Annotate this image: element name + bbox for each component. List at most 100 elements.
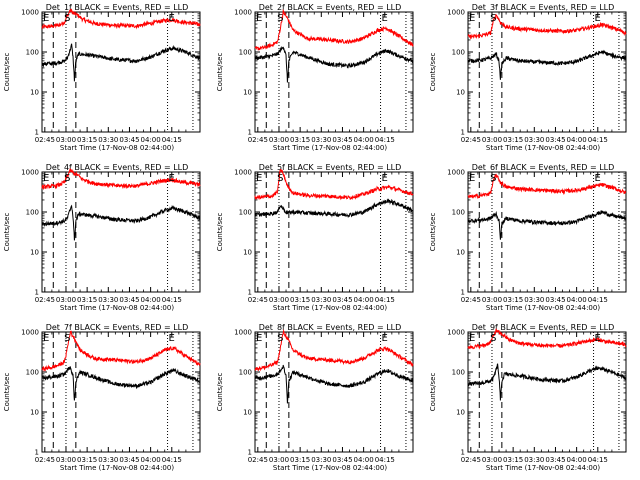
x-tick-label: 03:30: [98, 296, 118, 304]
event-marker-label: E: [43, 13, 49, 24]
plot-frame: [467, 331, 627, 453]
panel-det-8f: Det_8f BLACK = Events, RED = LLD Start T…: [216, 323, 414, 472]
y-tick-label: 1: [461, 129, 465, 137]
x-tick-label: 03:45: [119, 456, 139, 464]
y-axis-label: Counts/sec: [3, 213, 11, 252]
y-tick-label: 1000: [234, 169, 252, 177]
x-tick-label: 03:00: [269, 296, 289, 304]
y-axis-label: Counts/sec: [3, 53, 11, 92]
chart-title: Det_5f BLACK = Events, RED = LLD: [259, 163, 402, 172]
x-tick-label: 04:15: [588, 456, 608, 464]
x-axis-label: Start Time (17-Nov-08 02:44:00): [273, 144, 387, 152]
plot-frame: [254, 11, 414, 133]
event-marker-label: E: [256, 173, 262, 184]
panel-det-9f: Det_9f BLACK = Events, RED = LLD Start T…: [429, 323, 627, 472]
x-tick-label: 03:30: [311, 296, 331, 304]
x-tick-label: 04:00: [354, 456, 374, 464]
event-marker-label: E: [469, 333, 475, 344]
chart-title: Det_9f BLACK = Events, RED = LLD: [472, 323, 615, 332]
event-marker-label: E: [169, 333, 175, 344]
x-tick-label: 03:15: [290, 136, 310, 144]
chart-title: Det_6f BLACK = Events, RED = LLD: [472, 163, 615, 172]
x-axis-label: Start Time (17-Nov-08 02:44:00): [60, 144, 174, 152]
event-marker-label: S: [490, 173, 496, 184]
y-tick-label: 1000: [447, 329, 465, 337]
panel-det-4f: Det_4f BLACK = Events, RED = LLD Start T…: [3, 163, 201, 312]
panel-plot: 1 10 100 1000 02:45 03:00 03:15 03:30 03:45 04:00…: [21, 329, 201, 464]
y-axis-label: Counts/sec: [216, 213, 224, 252]
panel-plot: 1 10 100 1000 02:45 03:00 03:15 03:30 03:45 04:00…: [447, 9, 627, 144]
x-tick-label: 03:30: [524, 456, 544, 464]
panel-plot: 1 10 100 1000 02:45 03:00 03:15 03:30 03:45 04:00…: [234, 168, 414, 304]
y-tick-label: 100: [452, 209, 465, 217]
series-events-line: [41, 366, 201, 401]
x-tick-label: 04:00: [567, 456, 587, 464]
panel-det-3f: Det_3f BLACK = Events, RED = LLD Start T…: [429, 3, 627, 152]
series-lld-line: [41, 330, 201, 372]
y-tick-label: 10: [456, 89, 465, 97]
y-tick-label: 1000: [21, 169, 39, 177]
y-tick-label: 10: [243, 409, 252, 417]
series-lld-line: [467, 328, 627, 350]
plot-frame: [41, 331, 201, 453]
event-marker-label: S: [277, 173, 283, 184]
x-tick-label: 04:00: [141, 456, 161, 464]
panel-plot: 1 10 100 1000 02:45 03:00 03:15 03:30 03:45 04:00…: [21, 8, 201, 144]
series-lld-line: [41, 168, 201, 191]
x-tick-label: 03:30: [98, 136, 118, 144]
x-tick-label: 03:00: [56, 456, 76, 464]
x-tick-label: 03:00: [269, 456, 289, 464]
series-events-line: [254, 46, 414, 83]
event-marker-label: S: [277, 333, 283, 344]
x-tick-label: 03:15: [503, 136, 523, 144]
x-tick-label: 03:30: [311, 456, 331, 464]
event-marker-label: E: [595, 333, 601, 344]
panel-plot: 1 10 100 1000 02:45 03:00 03:15 03:30 03:45 04:00…: [447, 328, 627, 464]
series-lld-line: [41, 8, 201, 30]
x-tick-label: 03:00: [482, 296, 502, 304]
y-tick-label: 1: [248, 449, 252, 457]
x-tick-label: 04:15: [162, 136, 182, 144]
y-tick-label: 100: [26, 369, 39, 377]
x-tick-label: 02:45: [461, 136, 481, 144]
x-tick-label: 03:15: [503, 296, 523, 304]
y-tick-label: 100: [26, 209, 39, 217]
y-tick-label: 1000: [447, 9, 465, 17]
x-tick-label: 03:45: [119, 136, 139, 144]
x-axis-label: Start Time (17-Nov-08 02:44:00): [273, 304, 387, 312]
y-tick-label: 100: [239, 209, 252, 217]
panel-det-7f: Det_7f BLACK = Events, RED = LLD Start T…: [3, 323, 201, 472]
x-tick-label: 02:45: [248, 296, 268, 304]
y-tick-label: 10: [243, 249, 252, 257]
event-marker-label: E: [595, 13, 601, 24]
x-tick-label: 03:15: [290, 456, 310, 464]
event-marker-label: E: [256, 13, 262, 24]
series-lld-line: [254, 8, 414, 51]
x-tick-label: 03:15: [290, 296, 310, 304]
y-tick-label: 10: [456, 249, 465, 257]
chart-title: Det_2f BLACK = Events, RED = LLD: [259, 3, 402, 12]
y-tick-label: 100: [239, 369, 252, 377]
y-tick-label: 1: [35, 289, 39, 297]
plot-frame: [254, 331, 414, 453]
chart-title: Det_4f BLACK = Events, RED = LLD: [46, 163, 189, 172]
x-tick-label: 02:45: [35, 136, 55, 144]
y-tick-label: 10: [30, 89, 39, 97]
y-axis-label: Counts/sec: [216, 53, 224, 92]
event-marker-label: S: [490, 13, 496, 24]
x-tick-label: 02:45: [248, 136, 268, 144]
series-events-line: [467, 363, 627, 401]
y-axis-label: Counts/sec: [216, 373, 224, 412]
event-marker-label: E: [382, 173, 388, 184]
event-marker-label: S: [64, 13, 70, 24]
x-tick-label: 03:15: [503, 456, 523, 464]
y-tick-label: 100: [452, 369, 465, 377]
x-tick-label: 03:30: [311, 136, 331, 144]
x-tick-label: 03:45: [545, 296, 565, 304]
y-axis-label: Counts/sec: [3, 373, 11, 412]
y-tick-label: 10: [30, 409, 39, 417]
y-tick-label: 10: [243, 89, 252, 97]
y-tick-label: 1000: [21, 329, 39, 337]
series-lld-line: [254, 168, 414, 201]
y-tick-label: 100: [239, 49, 252, 57]
